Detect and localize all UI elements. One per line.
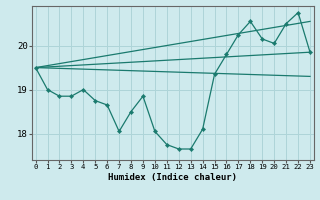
X-axis label: Humidex (Indice chaleur): Humidex (Indice chaleur) [108, 173, 237, 182]
